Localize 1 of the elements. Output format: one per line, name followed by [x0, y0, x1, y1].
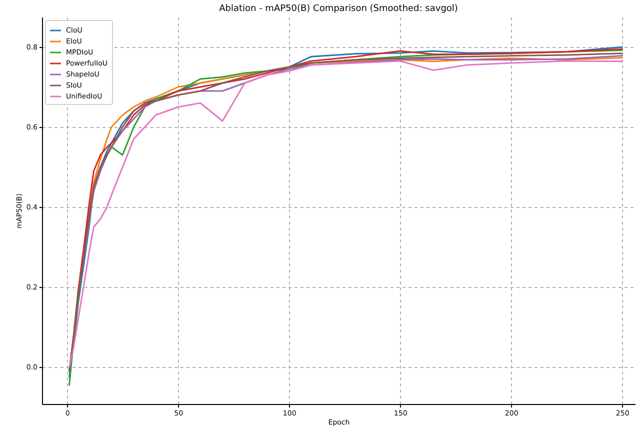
chart-title: Ablation - mAP50(B) Comparison (Smoothed: savgol)	[219, 4, 458, 14]
